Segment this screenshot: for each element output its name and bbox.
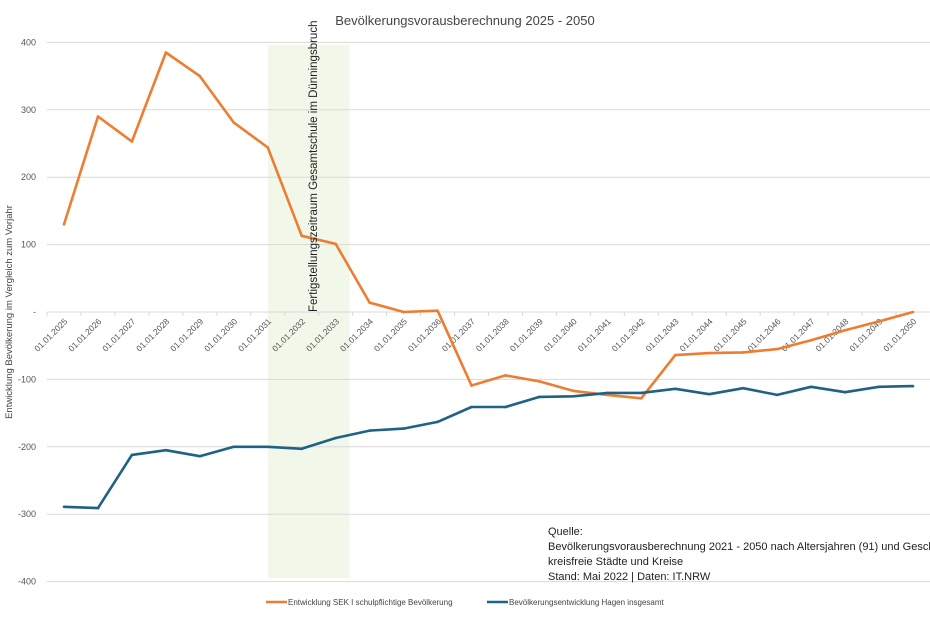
data-point <box>707 351 711 355</box>
data-point <box>266 146 270 149</box>
data-point <box>96 115 100 118</box>
data-point <box>334 436 337 440</box>
data-point <box>164 51 168 54</box>
x-tick-label: 01.01.2025 <box>32 316 69 353</box>
data-point <box>436 309 439 312</box>
data-point <box>504 374 507 377</box>
data-point <box>62 505 66 509</box>
x-tick-label: 01.01.2026 <box>66 316 103 353</box>
data-point <box>130 453 134 457</box>
source-line: Bevölkerungsvorausberechnung 2021 - 2050… <box>548 541 930 553</box>
source-line: kreisfreie Städte und Kreise <box>548 556 684 568</box>
x-tick-label: 01.01.2038 <box>474 316 511 353</box>
y-tick-label: 100 <box>21 240 36 250</box>
x-tick-label: 01.01.2041 <box>576 316 613 353</box>
data-point <box>640 396 643 400</box>
data-point <box>809 385 813 389</box>
y-tick-label: - <box>33 307 36 317</box>
data-point <box>368 301 371 304</box>
data-point <box>911 310 915 314</box>
data-point <box>673 353 677 357</box>
data-point <box>402 310 405 314</box>
data-point <box>538 380 541 383</box>
y-tick-label: 200 <box>21 172 36 182</box>
x-tick-label: 01.01.2030 <box>202 316 239 353</box>
x-tick-label: 01.01.2039 <box>508 316 545 353</box>
data-point <box>538 395 541 399</box>
x-tick-label: 01.01.2037 <box>440 316 477 353</box>
x-tick-label: 01.01.2027 <box>100 316 137 353</box>
data-point <box>911 384 915 388</box>
data-point <box>62 223 66 226</box>
data-point <box>470 405 473 409</box>
data-point <box>877 385 881 389</box>
x-tick-label: 01.01.2035 <box>372 316 409 353</box>
y-axis-label: Entwicklung Bevölkerung im Vergleich zum… <box>4 205 15 419</box>
series-line-sek <box>62 51 914 400</box>
data-point <box>775 393 779 397</box>
data-point <box>368 429 371 432</box>
data-point <box>96 506 100 510</box>
data-point <box>300 234 304 238</box>
x-tick-label: 01.01.2044 <box>677 316 714 353</box>
source-note: Quelle: Bevölkerungsvorausberechnung 202… <box>548 525 930 585</box>
x-tick-label: 01.01.2036 <box>406 316 443 353</box>
y-tick-label: -300 <box>18 509 36 519</box>
x-tick-label: 01.01.2040 <box>542 316 579 353</box>
data-point <box>130 140 134 143</box>
source-line: Stand: Mai 2022 | Daten: IT.NRW <box>548 571 711 583</box>
legend-label-sek: Entwicklung SEK I schulpflichtige Bevölk… <box>288 598 453 607</box>
data-point <box>809 339 813 342</box>
data-point <box>843 328 847 332</box>
data-point <box>266 445 270 449</box>
y-tick-label: -200 <box>18 442 36 452</box>
y-tick-label: 300 <box>21 105 36 115</box>
data-point <box>640 391 643 395</box>
data-point <box>775 347 779 351</box>
data-point <box>877 320 881 323</box>
data-point <box>606 391 609 395</box>
series-line-hagen <box>63 384 914 510</box>
data-point <box>300 447 304 451</box>
data-point <box>843 390 847 394</box>
y-tick-label: 400 <box>21 37 36 47</box>
data-point <box>164 448 168 452</box>
x-tick-label: 01.01.2028 <box>134 316 171 353</box>
data-point <box>232 121 236 124</box>
data-point <box>504 405 507 409</box>
data-point <box>470 384 473 387</box>
data-point <box>402 427 405 430</box>
x-tick-label: 01.01.2029 <box>168 316 205 353</box>
y-tick-label: -400 <box>18 577 36 587</box>
data-point <box>198 454 202 458</box>
annotation-label: Fertigstellungszeitraum Gesamtschule im … <box>308 21 320 312</box>
legend: Entwicklung SEK I schulpflichtige Bevölk… <box>266 598 665 607</box>
y-tick-label: -100 <box>18 374 36 384</box>
data-point <box>436 420 439 424</box>
x-tick-label: 01.01.2043 <box>644 316 681 353</box>
source-line: Quelle: <box>548 526 583 538</box>
x-tick-label: 01.01.2050 <box>881 316 918 353</box>
chart-title: Bevölkerungsvorausberechnung 2025 - 2050 <box>335 13 594 28</box>
x-tick-label: 01.01.2045 <box>711 316 748 353</box>
data-point <box>741 386 745 390</box>
data-point <box>572 394 575 398</box>
legend-label-hagen: Bevölkerungsentwicklung Hagen insgesamt <box>509 598 665 607</box>
data-point <box>334 242 337 246</box>
data-point <box>707 392 711 396</box>
data-point <box>198 74 202 78</box>
x-tick-label: 01.01.2042 <box>610 316 647 353</box>
data-point <box>741 351 745 354</box>
data-point <box>673 387 677 391</box>
data-point <box>232 445 236 449</box>
data-point <box>572 389 575 393</box>
